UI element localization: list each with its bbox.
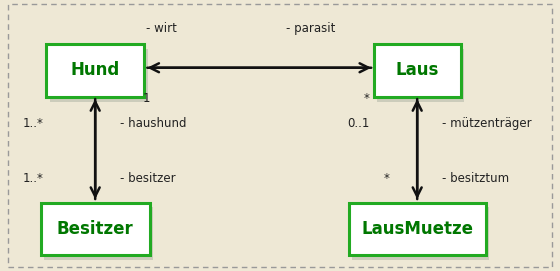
Text: 0..1: 0..1 xyxy=(347,117,370,130)
Text: 1: 1 xyxy=(143,92,150,105)
FancyBboxPatch shape xyxy=(50,49,148,102)
Text: *: * xyxy=(364,92,370,105)
FancyBboxPatch shape xyxy=(41,203,150,255)
Text: - besitztum: - besitztum xyxy=(442,172,510,185)
Text: - besitzer: - besitzer xyxy=(120,172,176,185)
FancyBboxPatch shape xyxy=(348,203,486,255)
Text: 1..*: 1..* xyxy=(22,117,43,130)
FancyBboxPatch shape xyxy=(44,208,153,260)
Text: - wirt: - wirt xyxy=(146,22,176,35)
Text: - parasit: - parasit xyxy=(286,22,335,35)
Text: Besitzer: Besitzer xyxy=(57,220,134,238)
FancyBboxPatch shape xyxy=(352,208,489,260)
FancyBboxPatch shape xyxy=(46,44,144,97)
Text: LausMuetze: LausMuetze xyxy=(361,220,473,238)
Text: 1..*: 1..* xyxy=(22,172,43,185)
FancyBboxPatch shape xyxy=(374,44,460,97)
Text: *: * xyxy=(384,172,389,185)
Text: - mützenträger: - mützenträger xyxy=(442,117,532,130)
Text: Hund: Hund xyxy=(71,62,120,79)
Text: Laus: Laus xyxy=(395,62,439,79)
FancyBboxPatch shape xyxy=(377,49,464,102)
Text: - haushund: - haushund xyxy=(120,117,187,130)
